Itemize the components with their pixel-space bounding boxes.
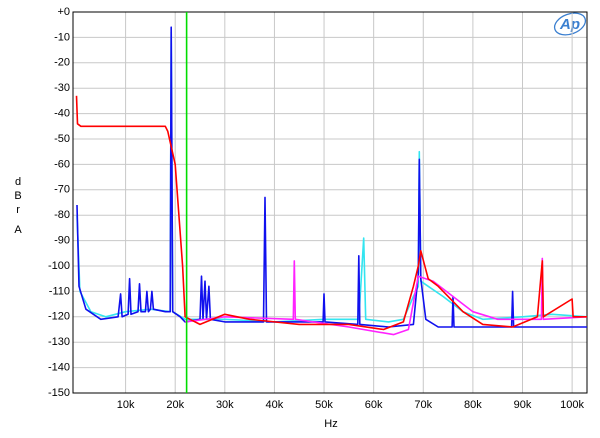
plot-frame <box>72 11 588 394</box>
x-tick-label: 80k <box>464 399 482 411</box>
y-tick-label: -20 <box>54 57 70 69</box>
y-tick-label: -140 <box>48 362 70 374</box>
series-line <box>76 26 587 328</box>
y-tick-label: -50 <box>54 133 70 145</box>
y-tick-label: +0 <box>57 6 70 18</box>
series-line <box>76 31 588 323</box>
x-tick-label: 20k <box>166 399 184 411</box>
x-tick-label: 90k <box>514 399 532 411</box>
y-axis-label: dBr <box>12 176 24 218</box>
y-tick-label: -60 <box>54 158 70 170</box>
x-tick-label: 70k <box>414 399 432 411</box>
y-tick-label: -80 <box>54 209 70 221</box>
y-tick-label: -40 <box>54 108 70 120</box>
y-tick-label: -100 <box>48 260 70 272</box>
x-tick-label: 30k <box>216 399 234 411</box>
y-tick-label: -120 <box>48 311 70 323</box>
series-line <box>184 257 588 336</box>
y-tick-label: -110 <box>49 285 70 297</box>
y-axis-unit: A <box>14 224 22 236</box>
x-tick-label: 60k <box>365 399 383 411</box>
y-tick-label: -130 <box>48 336 70 348</box>
x-tick-label: 50k <box>315 399 333 411</box>
y-tick-label: -150 <box>48 387 70 399</box>
series-line <box>75 95 587 331</box>
y-tick-label: -70 <box>54 184 70 196</box>
x-tick-label: 100k <box>560 399 584 411</box>
logo: Ap <box>559 16 580 33</box>
x-tick-label: 10k <box>117 399 135 411</box>
x-tick-label: 40k <box>266 399 284 411</box>
y-tick-label: -10 <box>54 31 70 43</box>
y-tick-label: -90 <box>54 235 70 247</box>
x-axis-label: Hz <box>324 418 337 430</box>
y-tick-label: -30 <box>54 82 70 94</box>
logo-ring <box>553 12 587 36</box>
